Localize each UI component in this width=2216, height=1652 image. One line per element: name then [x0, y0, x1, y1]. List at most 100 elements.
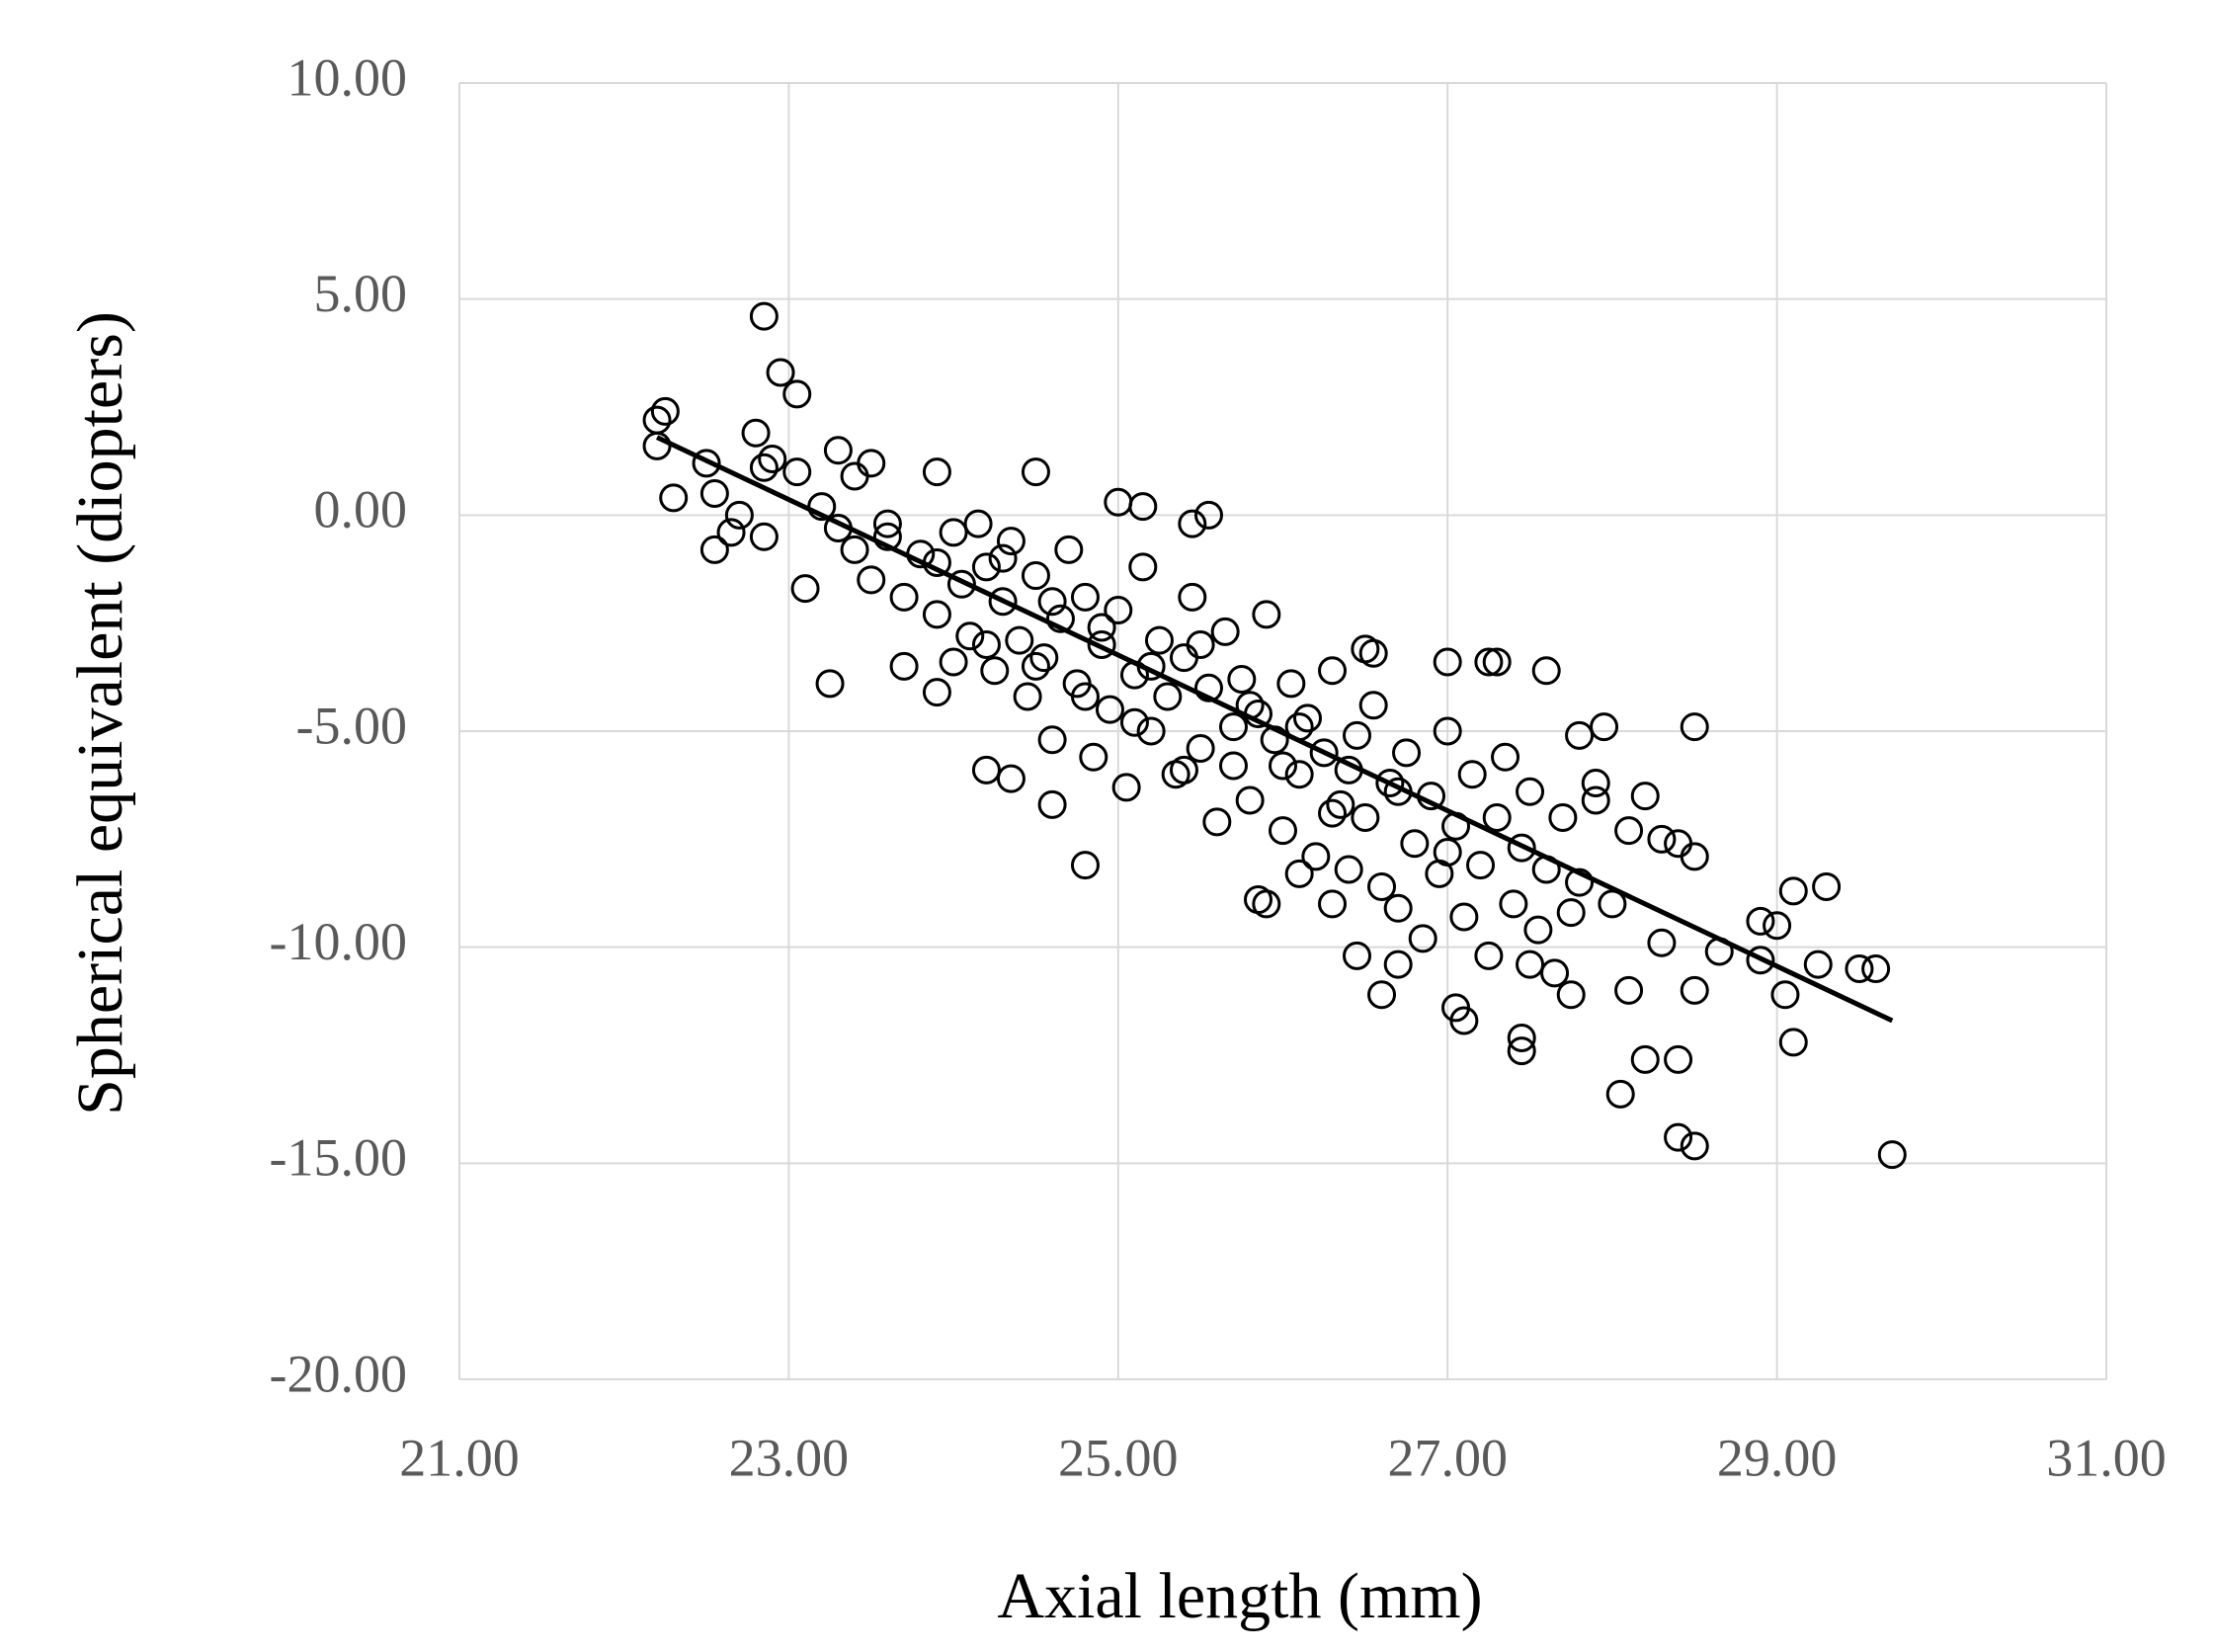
point: [1778, 876, 1808, 906]
point: [1070, 682, 1100, 711]
point: [1227, 665, 1257, 695]
point: [922, 678, 951, 707]
point: [823, 436, 853, 465]
point: [971, 755, 1001, 785]
point: [1531, 656, 1561, 686]
point: [1605, 1079, 1635, 1109]
point: [1318, 798, 1348, 828]
point: [1054, 535, 1084, 564]
point: [1746, 946, 1775, 975]
point: [1647, 928, 1677, 957]
point: [749, 453, 779, 482]
point: [1482, 647, 1512, 677]
point: [1845, 954, 1874, 984]
point: [766, 358, 795, 387]
point: [1218, 751, 1248, 781]
point: [642, 431, 672, 460]
point: [980, 656, 1010, 686]
point: [1128, 552, 1158, 582]
y-tick-label: 10.00: [287, 47, 408, 107]
point: [1392, 738, 1422, 768]
point: [1499, 889, 1528, 919]
point: [699, 478, 729, 508]
point: [1070, 851, 1100, 880]
point: [1433, 837, 1462, 867]
point: [749, 522, 779, 551]
point: [1383, 893, 1413, 923]
point: [1474, 941, 1504, 970]
point: [1516, 777, 1545, 806]
point: [840, 461, 869, 491]
x-axis-title: Axial length (mm): [997, 1560, 1482, 1632]
point: [1334, 855, 1363, 884]
x-tick-label: 23.00: [729, 1428, 850, 1487]
point: [1474, 647, 1504, 677]
point: [1664, 829, 1693, 859]
point: [1763, 911, 1792, 941]
point: [1630, 1044, 1660, 1074]
y-tick-label: -20.00: [270, 1344, 407, 1403]
point: [724, 500, 754, 530]
point: [1778, 1028, 1808, 1057]
point: [963, 509, 993, 538]
point: [1482, 802, 1512, 832]
point: [1491, 742, 1520, 772]
point: [1104, 596, 1133, 625]
point: [1301, 842, 1331, 871]
point: [782, 457, 812, 487]
point: [857, 565, 886, 595]
point: [1169, 643, 1198, 673]
point: [946, 569, 976, 599]
point: [872, 522, 902, 551]
x-tick-label: 21.00: [399, 1428, 520, 1487]
point: [939, 518, 968, 547]
point: [872, 509, 902, 538]
point: [1169, 755, 1198, 785]
point: [1408, 924, 1437, 953]
point: [758, 444, 787, 473]
point: [749, 301, 779, 331]
point: [971, 630, 1001, 660]
point: [1375, 768, 1405, 797]
point: [1013, 682, 1042, 711]
point: [1193, 500, 1223, 530]
point: [741, 418, 771, 448]
point: [1812, 871, 1842, 901]
point: [1367, 980, 1397, 1010]
point: [1029, 643, 1059, 673]
point: [1128, 492, 1158, 522]
point: [1153, 682, 1183, 711]
point: [1457, 760, 1487, 789]
point: [1111, 773, 1141, 802]
point: [1235, 785, 1265, 815]
point: [996, 764, 1026, 793]
point: [1647, 824, 1677, 854]
point: [1186, 733, 1215, 763]
point: [1343, 941, 1372, 970]
point: [1433, 716, 1462, 746]
point: [988, 543, 1018, 573]
point: [1318, 889, 1348, 919]
point: [1383, 950, 1413, 979]
point: [1664, 1044, 1693, 1074]
point: [1548, 802, 1578, 832]
point: [1351, 802, 1380, 832]
point: [1136, 716, 1166, 746]
point: [1746, 906, 1775, 936]
point: [1877, 1140, 1907, 1170]
point: [1449, 1006, 1479, 1035]
point: [1581, 768, 1610, 797]
point: [815, 669, 845, 699]
y-axis-title: Spherical equivalent (diopters): [64, 311, 136, 1115]
point: [1087, 613, 1116, 642]
point: [955, 621, 985, 651]
point: [1358, 638, 1388, 668]
point: [1087, 630, 1116, 660]
point: [1507, 833, 1536, 863]
point: [1309, 738, 1339, 768]
point: [1466, 851, 1496, 880]
point: [1079, 742, 1108, 772]
y-tick-label: -10.00: [270, 912, 407, 971]
point: [1507, 1036, 1536, 1066]
point: [1070, 582, 1100, 612]
